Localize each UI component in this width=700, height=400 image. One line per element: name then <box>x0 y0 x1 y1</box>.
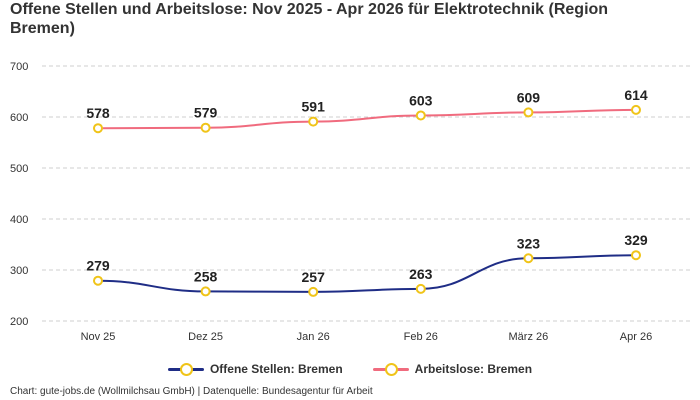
chart-title: Offene Stellen und Arbeitslose: Nov 2025… <box>10 1 609 37</box>
legend-swatch-arbeitslose <box>372 363 409 376</box>
y-tick-label-300: 300 <box>10 265 28 277</box>
data-label-1-0: 578 <box>86 105 110 121</box>
data-label-0-5: 329 <box>624 232 648 248</box>
data-point-0-1[interactable] <box>200 286 211 297</box>
data-point-1-1[interactable] <box>200 122 211 133</box>
x-tick-label-4: März 26 <box>509 331 549 343</box>
data-label-1-5: 614 <box>624 87 648 103</box>
data-point-1-0[interactable] <box>93 123 103 134</box>
y-tick-label-500: 500 <box>10 163 28 175</box>
data-point-1-4[interactable] <box>523 107 534 118</box>
x-tick-label-3: Feb 26 <box>404 331 438 343</box>
legend-item-arbeitslose[interactable]: Arbeitslose: Bremen <box>372 362 533 376</box>
data-point-1-3[interactable] <box>415 110 426 121</box>
y-tick-label-600: 600 <box>10 112 28 124</box>
legend-label-offene-stellen: Offene Stellen: Bremen <box>209 362 343 376</box>
data-label-0-0: 279 <box>86 258 110 274</box>
legend-label-arbeitslose: Arbeitslose: Bremen <box>414 362 533 376</box>
data-label-1-1: 579 <box>194 105 218 121</box>
series-line-1 <box>97 108 637 130</box>
data-point-1-2[interactable] <box>308 116 319 127</box>
data-label-0-4: 323 <box>517 235 541 251</box>
x-tick-label-5: Apr 26 <box>620 331 652 343</box>
x-tick-label-0: Nov 25 <box>81 331 116 343</box>
data-point-1-5[interactable] <box>631 104 641 115</box>
data-label-1-3: 603 <box>409 92 433 108</box>
data-point-0-0[interactable] <box>93 275 103 286</box>
data-label-1-4: 609 <box>517 89 541 105</box>
data-point-0-2[interactable] <box>308 286 319 297</box>
y-tick-label-700: 700 <box>10 61 28 73</box>
chart-source: Chart: gute-jobs.de (Wollmilchsau GmbH) … <box>10 386 373 397</box>
data-point-0-3[interactable] <box>415 283 426 294</box>
data-label-0-3: 263 <box>409 266 433 282</box>
data-point-0-5[interactable] <box>631 250 641 261</box>
data-label-0-2: 257 <box>302 269 326 285</box>
series-line-0 <box>97 254 637 293</box>
line-chart: 200 300 400 500 600 700 Nov 25 Dez 25 Jan 26 Feb… <box>10 61 692 343</box>
data-label-1-2: 591 <box>302 99 326 115</box>
legend-swatch-offene-stellen <box>167 363 204 376</box>
data-label-0-1: 258 <box>194 268 218 284</box>
x-tick-label-2: Jan 26 <box>297 331 330 343</box>
y-tick-label-400: 400 <box>10 214 28 226</box>
x-tick-label-1: Dez 25 <box>188 331 223 343</box>
y-tick-label-200: 200 <box>10 316 28 328</box>
data-point-0-4[interactable] <box>523 253 534 264</box>
legend: Offene Stellen: Bremen Arbeitslose: Brem… <box>0 362 700 376</box>
legend-item-offene-stellen[interactable]: Offene Stellen: Bremen <box>167 362 343 376</box>
